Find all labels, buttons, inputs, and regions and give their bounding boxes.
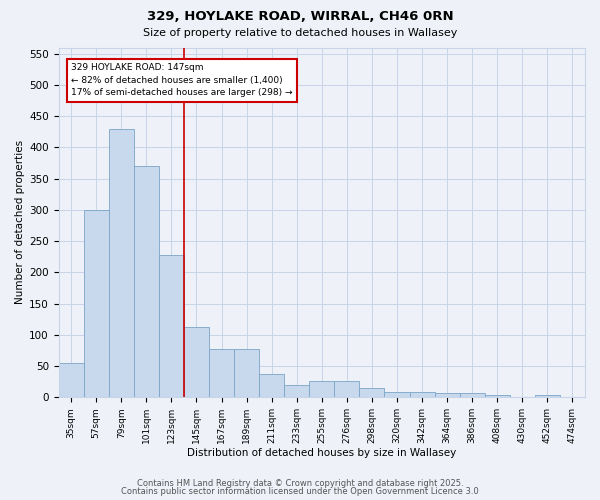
Bar — [385, 392, 410, 397]
Bar — [134, 166, 159, 397]
Bar — [109, 128, 134, 397]
Bar — [535, 394, 560, 397]
Bar — [184, 326, 209, 397]
Bar — [460, 394, 485, 397]
Bar — [59, 363, 84, 397]
Text: Size of property relative to detached houses in Wallasey: Size of property relative to detached ho… — [143, 28, 457, 38]
Text: Contains HM Land Registry data © Crown copyright and database right 2025.: Contains HM Land Registry data © Crown c… — [137, 478, 463, 488]
Bar — [159, 255, 184, 397]
Text: 329, HOYLAKE ROAD, WIRRAL, CH46 0RN: 329, HOYLAKE ROAD, WIRRAL, CH46 0RN — [146, 10, 454, 23]
Bar — [84, 210, 109, 397]
Y-axis label: Number of detached properties: Number of detached properties — [15, 140, 25, 304]
Bar — [209, 348, 234, 397]
Bar — [359, 388, 385, 397]
Bar — [485, 394, 510, 397]
X-axis label: Distribution of detached houses by size in Wallasey: Distribution of detached houses by size … — [187, 448, 457, 458]
Bar — [410, 392, 434, 397]
Text: Contains public sector information licensed under the Open Government Licence 3.: Contains public sector information licen… — [121, 487, 479, 496]
Bar — [284, 384, 309, 397]
Bar — [334, 381, 359, 397]
Bar — [309, 381, 334, 397]
Bar — [434, 393, 460, 397]
Bar — [234, 348, 259, 397]
Bar — [259, 374, 284, 397]
Text: 329 HOYLAKE ROAD: 147sqm
← 82% of detached houses are smaller (1,400)
17% of sem: 329 HOYLAKE ROAD: 147sqm ← 82% of detach… — [71, 63, 293, 97]
